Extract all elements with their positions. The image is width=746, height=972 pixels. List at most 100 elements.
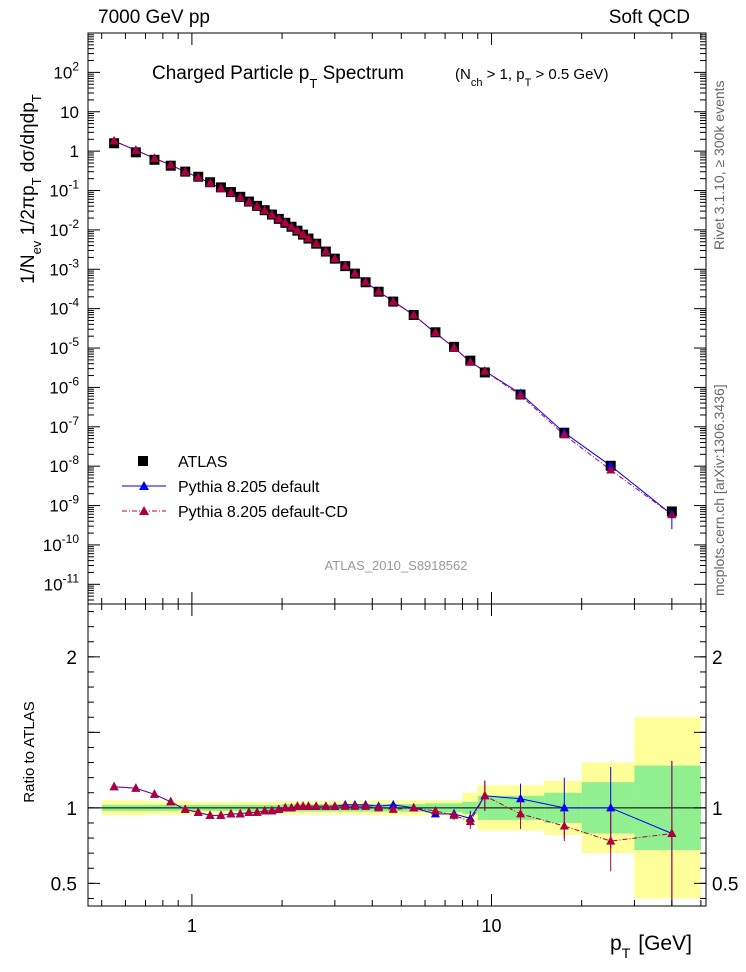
main-point-cd-25	[361, 277, 371, 286]
header-left: 7000 GeV pp	[98, 7, 210, 28]
main-point-cd-0	[109, 136, 119, 145]
rtick-label-right-0: 0.5	[712, 874, 738, 895]
legend: ATLAS Pythia 8.205 default Pythia 8.205 …	[122, 454, 348, 521]
x-axis-label: pT [GeV]	[610, 932, 692, 961]
main-point-cd-8	[226, 187, 236, 197]
ratio-point-cd-6	[205, 810, 215, 819]
ratio-point-cd-14	[274, 804, 284, 813]
chart-title: Charged Particle pT Spectrum	[152, 63, 404, 91]
ratio-point-cd-8	[226, 808, 236, 818]
main-point-cd-30	[449, 342, 459, 352]
ratio-point-cd-5	[193, 807, 203, 816]
ratio-point-cd-17	[292, 801, 302, 810]
ratio-point-cd-7	[216, 810, 226, 819]
rtick-label-right-1: 1	[712, 799, 723, 820]
ytick-label-4: 10-7	[49, 414, 79, 437]
main-point-cd-29	[430, 327, 440, 337]
rtick-label-1: 1	[66, 799, 77, 820]
ratio-point-cd-3	[166, 796, 176, 806]
main-point-cd-4	[180, 166, 190, 176]
ratio-point-cd-2	[149, 789, 159, 798]
main-point-cd-21	[321, 246, 331, 255]
ratio-point-cd-34	[559, 820, 569, 830]
main-point-cd-7	[216, 183, 226, 192]
ratio-point-cd-31	[465, 816, 475, 825]
ytick-label-2: 10-9	[49, 493, 79, 516]
ratio-point-cd-20	[311, 801, 321, 810]
legend-default-label: Pythia 8.205 default	[178, 479, 320, 496]
main-point-cd-5	[193, 172, 203, 181]
legend-cd-marker	[139, 506, 149, 515]
main-point-cd-13	[267, 209, 277, 219]
ratio-point-cd-32	[480, 790, 490, 800]
xtick-label-1: 10	[481, 916, 501, 936]
ytick-label-0: 10-11	[44, 571, 80, 594]
ratio-point-cd-26	[374, 802, 384, 812]
ratio-point-cd-24	[350, 801, 360, 810]
ytick-label-10: 10-1	[49, 178, 79, 201]
main-point-cd-6	[205, 178, 215, 187]
legend-default-marker	[139, 481, 149, 490]
ytick-label-3: 10-8	[49, 453, 79, 476]
ratio-y-axis-label: Ratio to ATLAS	[21, 701, 38, 802]
ytick-label-12: 10	[60, 103, 79, 122]
y-axis-label: 1/Nev 1/2πpT dσ/dηdpT	[18, 94, 44, 284]
legend-atlas-marker	[138, 456, 148, 466]
main-point-cd-28	[409, 309, 419, 319]
ytick-label-11: 1	[70, 142, 79, 161]
ratio-point-cd-12	[260, 805, 270, 815]
ratio-point-cd-27	[388, 804, 398, 813]
ratio-point-cd-36	[667, 828, 677, 838]
ratio-point-default-34	[559, 802, 569, 812]
mcplots-label: mcplots.cern.ch [arXiv:1306.3436]	[711, 384, 727, 596]
ratio-point-default-35	[606, 802, 616, 812]
ytick-label-6: 10-5	[49, 335, 79, 358]
main-point-cd-2	[149, 153, 159, 162]
ratio-point-default-27	[388, 799, 398, 809]
main-point-cd-35	[606, 465, 616, 474]
main-point-cd-11	[252, 201, 262, 210]
main-point-cd-20	[311, 238, 321, 248]
main-point-cd-24	[350, 268, 360, 277]
ratio-point-cd-21	[321, 801, 331, 810]
rtick-label-right-2: 2	[712, 648, 723, 669]
rivet-label: Rivet 3.1.10, ≥ 300k events	[711, 80, 727, 250]
xtick-label-0: 1	[187, 916, 197, 936]
ratio-point-cd-28	[409, 802, 419, 812]
ytick-label-1: 10-10	[43, 532, 80, 555]
ytick-label-9: 10-2	[49, 217, 79, 240]
analysis-tag: ATLAS_2010_S8918562	[325, 558, 468, 573]
main-point-cd-18	[298, 229, 308, 238]
ratio-point-default-33	[516, 793, 526, 803]
ratio-point-cd-22	[330, 801, 340, 810]
ratio-point-cd-29	[430, 805, 440, 815]
ratio-point-cd-23	[340, 801, 350, 810]
ytick-label-5: 10-6	[49, 374, 79, 397]
ytick-label-13: 102	[53, 59, 79, 82]
main-point-cd-15	[280, 217, 290, 227]
main-point-cd-16	[286, 221, 296, 231]
ratio-point-cd-33	[516, 808, 526, 818]
main-point-cd-1	[131, 145, 141, 154]
ratio-point-cd-25	[361, 801, 371, 810]
main-point-cd-31	[465, 357, 475, 366]
chart-cuts: (Nch > 1, pT > 0.5 GeV)	[455, 66, 608, 89]
ratio-point-cd-35	[606, 836, 616, 845]
legend-cd-label: Pythia 8.205 default-CD	[178, 504, 348, 521]
legend-atlas-label: ATLAS	[178, 454, 228, 471]
ratio-point-cd-13	[267, 805, 277, 815]
main-point-cd-26	[374, 286, 384, 296]
ratio-point-cd-1	[131, 783, 141, 792]
ratio-series	[109, 761, 677, 906]
main-series	[109, 136, 677, 530]
ratio-point-cd-4	[180, 804, 190, 813]
ratio-frame	[87, 603, 707, 907]
axis-ticks: 10-1110-1010-910-810-710-610-510-410-310…	[43, 33, 738, 936]
ratio-point-cd-30	[449, 810, 459, 819]
main-point-cd-22	[330, 253, 340, 262]
ratio-point-cd-0	[109, 781, 119, 791]
ratio-point-cd-11	[252, 807, 262, 816]
ytick-label-7: 10-4	[49, 296, 79, 319]
ratio-point-cd-19	[303, 801, 313, 810]
main-point-cd-34	[559, 429, 569, 439]
